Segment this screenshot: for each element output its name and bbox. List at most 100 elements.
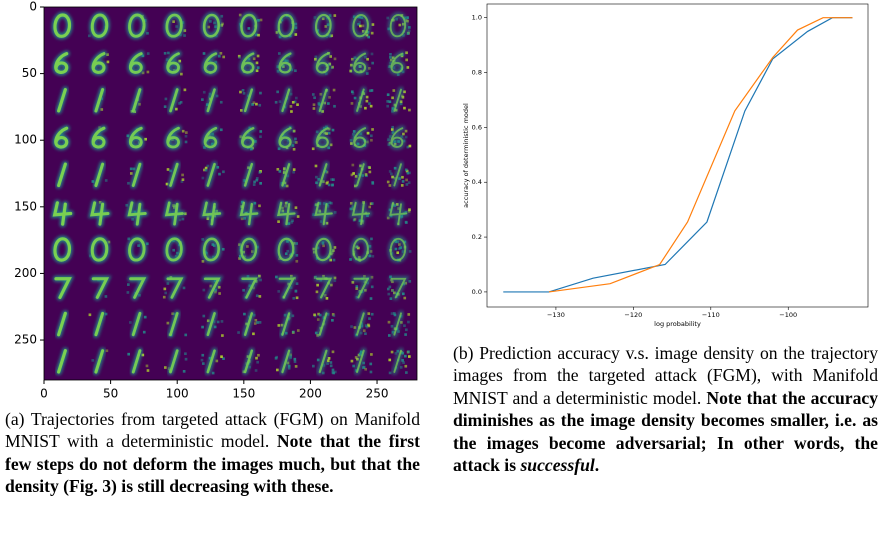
noise <box>127 283 130 286</box>
noise <box>166 282 170 285</box>
digit-cell <box>126 275 149 301</box>
noise <box>178 59 182 63</box>
digit-cell <box>313 310 336 338</box>
digit-cell <box>166 310 188 338</box>
noise <box>357 246 360 250</box>
noise <box>397 247 401 251</box>
digit-cell <box>201 310 224 338</box>
noise <box>399 366 403 369</box>
noise <box>350 102 354 105</box>
noise <box>88 313 92 317</box>
noise <box>259 181 262 185</box>
noise <box>220 24 224 27</box>
noise <box>252 183 256 186</box>
noise <box>350 359 354 363</box>
noise <box>322 244 325 248</box>
noise <box>144 137 147 141</box>
noise <box>287 364 291 368</box>
noise <box>349 258 352 261</box>
noise <box>314 57 317 61</box>
noise <box>315 181 318 185</box>
noise <box>368 254 372 258</box>
noise <box>405 51 408 55</box>
noise <box>352 172 355 175</box>
digit-stroke <box>352 13 369 38</box>
noise <box>126 291 130 294</box>
digit-stroke <box>243 349 254 374</box>
noise <box>402 361 405 364</box>
noise <box>369 362 373 366</box>
digit-stroke <box>57 311 67 337</box>
digit-cell <box>201 86 223 114</box>
digit-cell <box>87 11 110 40</box>
noise <box>294 96 298 100</box>
noise <box>172 204 175 207</box>
noise <box>181 129 185 133</box>
noise <box>333 211 337 214</box>
noise <box>351 92 355 95</box>
noise <box>407 320 410 324</box>
noise <box>219 100 223 104</box>
digit-stroke <box>318 88 328 112</box>
y-tick-label: 250 <box>14 333 37 347</box>
noise <box>404 333 407 336</box>
x-tick-label: 50 <box>103 387 118 401</box>
digit-stroke <box>316 277 333 299</box>
noise <box>327 146 331 150</box>
noise <box>359 331 363 335</box>
digit-cell <box>202 275 224 301</box>
noise <box>356 357 359 361</box>
noise <box>408 171 411 175</box>
noise <box>366 57 369 61</box>
digit-stroke <box>165 13 183 38</box>
noise <box>221 247 225 251</box>
noise <box>388 184 392 187</box>
digit-stroke <box>128 13 146 38</box>
digit-cell <box>386 161 411 189</box>
noise <box>220 320 224 323</box>
noise <box>201 362 205 365</box>
digit-stroke <box>169 162 179 187</box>
noise <box>399 100 403 104</box>
noise <box>252 101 256 105</box>
digit-stroke <box>318 312 328 336</box>
digit-stroke <box>203 277 221 299</box>
caption-a: (a) Trajectories from targeted attack (F… <box>5 408 420 498</box>
caption-emphasis: successful <box>520 455 595 476</box>
noise <box>201 259 205 263</box>
noise <box>145 364 149 368</box>
digit-cell <box>163 50 183 76</box>
noise <box>277 290 281 293</box>
digit-stroke <box>277 237 295 262</box>
noise <box>370 31 374 35</box>
digit-cell <box>350 347 373 376</box>
noise <box>369 297 373 300</box>
noise <box>386 16 390 20</box>
noise <box>354 175 358 178</box>
digit-stroke <box>206 312 216 337</box>
noise <box>292 170 295 174</box>
noise <box>371 23 375 26</box>
digit-stroke <box>202 201 222 226</box>
noise <box>257 18 260 22</box>
noise <box>91 180 95 183</box>
noise <box>399 102 403 106</box>
noise <box>255 178 259 182</box>
noise <box>222 170 225 174</box>
digit-stroke <box>240 237 258 262</box>
noise <box>404 135 408 139</box>
noise <box>401 292 405 296</box>
noise <box>386 180 390 184</box>
noise <box>390 128 394 131</box>
digit-stroke <box>390 52 404 74</box>
noise <box>294 290 298 293</box>
caption-bold: Note that the accuracy diminishes as the… <box>453 387 879 476</box>
noise <box>184 352 187 356</box>
noise <box>291 314 295 318</box>
noise <box>163 287 167 291</box>
noise <box>350 57 354 61</box>
digit-stroke <box>203 126 218 149</box>
noise <box>238 56 241 59</box>
noise <box>352 218 356 222</box>
